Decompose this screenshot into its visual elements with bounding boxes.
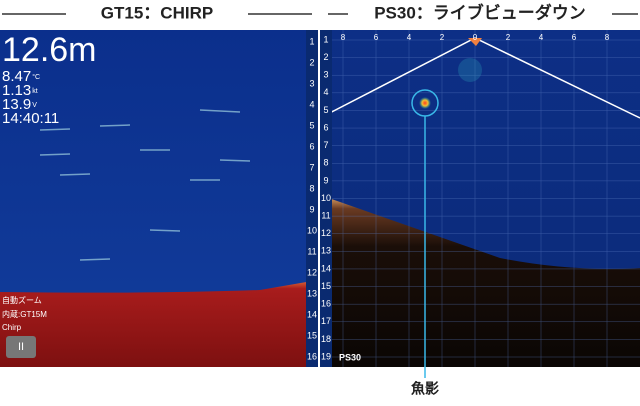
depth-tick-label: 8 — [323, 158, 328, 168]
depth-tick-label: 13 — [307, 288, 317, 298]
depth-tick-label: 14 — [321, 263, 331, 273]
left-title: GT15：CHIRP — [101, 3, 213, 22]
header: GT15：CHIRP PS30：ライブビューダウン — [2, 2, 638, 22]
depth-tick-label: 16 — [307, 351, 317, 361]
depth-tick-label: 12 — [307, 267, 317, 277]
range-tick-label: 6 — [572, 33, 577, 42]
depth-tick-label: 11 — [321, 210, 330, 220]
pause-label: II — [18, 341, 24, 353]
depth-tick-label: 8 — [309, 183, 314, 193]
depth-tick-label: 2 — [323, 52, 328, 62]
depth-tick-label: 10 — [307, 225, 317, 235]
sonar-label: PS30 — [339, 352, 361, 362]
depth-tick-label: 18 — [321, 334, 331, 344]
depth-tick-label: 15 — [307, 330, 317, 340]
status-line: 自動ズーム — [2, 295, 42, 305]
depth-tick-label: 16 — [321, 299, 331, 309]
depth-tick-label: 12 — [321, 228, 331, 238]
status-line: Chirp — [2, 323, 22, 332]
depth-tick-label: 5 — [309, 120, 314, 130]
readout-value: 14:40:11 — [2, 110, 59, 127]
readout-unit: kt — [32, 88, 38, 95]
caption: 魚影 — [411, 381, 439, 397]
depth-tick-label: 10 — [321, 193, 331, 203]
depth-tick-label: 17 — [321, 316, 331, 326]
depth-tick-label: 3 — [309, 78, 314, 88]
readout-value: 8.47 — [2, 68, 31, 85]
range-tick-label: 8 — [341, 33, 346, 42]
range-tick-label: 2 — [440, 33, 445, 42]
right-panel: PS30 — [319, 30, 640, 367]
depth-tick-label: 9 — [323, 175, 328, 185]
depth-tick-label: 7 — [323, 140, 328, 150]
range-tick-label: 4 — [539, 33, 544, 42]
readout-unit: V — [32, 102, 37, 109]
readout-unit: °C — [32, 73, 40, 81]
depth-tick-label: 6 — [309, 141, 314, 151]
depth-tick-label: 4 — [323, 87, 328, 97]
depth-tick-label: 13 — [321, 246, 331, 256]
depth-tick-label: 1 — [323, 34, 328, 44]
range-tick-label: 6 — [374, 33, 379, 42]
depth-tick-label: 5 — [323, 105, 328, 115]
readout-value: 13.9 — [2, 96, 31, 113]
depth-tick-label: 19 — [321, 351, 331, 361]
right-title: PS30：ライブビューダウン — [374, 2, 586, 22]
pause-button[interactable] — [6, 336, 36, 358]
range-tick-label: 0 — [473, 33, 478, 42]
depth-tick-label: 4 — [309, 99, 314, 109]
depth-tick-label: 9 — [309, 204, 314, 214]
depth-tick-label: 3 — [323, 70, 328, 80]
depth-tick-label: 14 — [307, 309, 317, 319]
readout-value: 1.13 — [2, 82, 31, 99]
depth-tick-label: 1 — [309, 36, 314, 46]
status-line: 内蔵:GT15M — [2, 309, 47, 319]
range-tick-label: 4 — [407, 33, 412, 42]
depth-tick-label: 7 — [309, 162, 314, 172]
range-tick-label: 2 — [506, 33, 511, 42]
range-tick-label: 8 — [605, 33, 610, 42]
depth-tick-label: 11 — [307, 246, 316, 256]
depth-readout: 12.6m — [2, 31, 97, 69]
depth-tick-label: 15 — [321, 281, 331, 291]
depth-tick-label: 6 — [323, 122, 328, 132]
depth-tick-label: 2 — [309, 57, 314, 67]
